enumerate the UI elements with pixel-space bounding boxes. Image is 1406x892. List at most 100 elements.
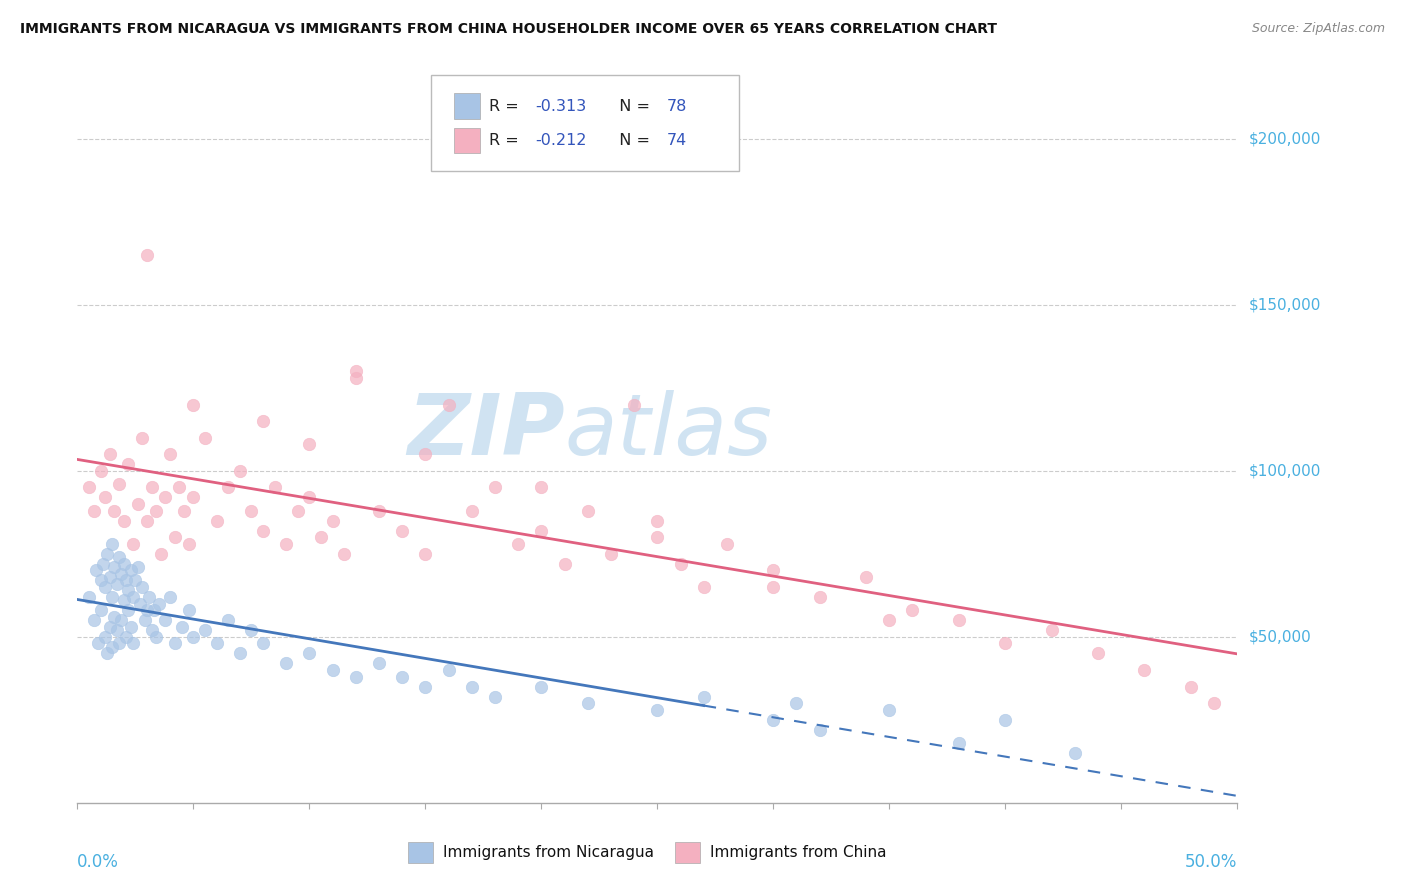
Point [83,613,105,627]
Point [437,397,460,411]
Point [194,624,217,638]
Point [90,603,111,617]
Point [98,570,121,584]
Point [83,504,105,518]
Point [90,574,111,588]
Point [530,481,553,495]
Point [762,713,785,727]
Point [530,524,553,538]
Point [716,537,738,551]
Point [647,530,669,544]
Point [177,537,200,551]
Point [94,580,117,594]
Point [228,464,252,478]
Point [240,624,263,638]
Point [309,530,332,544]
Point [344,364,367,378]
Point [808,723,831,737]
Point [145,630,167,644]
Text: Immigrants from China: Immigrants from China [710,846,886,860]
Point [94,630,117,644]
Point [149,547,172,561]
Point [117,603,139,617]
Point [103,610,125,624]
Point [194,431,217,445]
Point [762,580,785,594]
Point [576,504,599,518]
Point [762,564,785,578]
Point [155,613,177,627]
Point [110,613,132,627]
Point [368,504,391,518]
Point [298,437,321,451]
Point [484,481,506,495]
Point [108,636,131,650]
Point [994,713,1017,727]
Point [120,564,142,578]
Text: 74: 74 [666,133,688,148]
Text: 78: 78 [666,99,688,114]
Point [413,547,436,561]
Point [669,557,692,571]
Point [484,690,506,704]
Text: $100,000: $100,000 [1249,463,1320,478]
Point [368,657,391,671]
Text: Source: ZipAtlas.com: Source: ZipAtlas.com [1251,22,1385,36]
Point [108,550,131,565]
Point [155,491,177,505]
Point [129,597,152,611]
Point [1063,746,1085,760]
Text: $50,000: $50,000 [1249,630,1312,644]
Point [141,624,163,638]
Point [173,504,195,518]
Bar [408,842,433,863]
Point [413,447,436,461]
Point [252,524,274,538]
Point [183,630,205,644]
Text: ZIP: ZIP [406,390,565,474]
Text: R =: R = [489,133,524,148]
Point [115,630,138,644]
Point [108,477,131,491]
Point [145,504,167,518]
Point [183,397,205,411]
Point [217,613,239,627]
Point [333,547,356,561]
Point [554,557,576,571]
Bar [454,128,479,153]
Point [103,560,125,574]
Point [948,613,970,627]
Point [163,636,186,650]
Point [134,613,156,627]
Text: N =: N = [609,133,655,148]
Point [647,703,669,717]
Point [90,464,111,478]
Point [122,636,145,650]
Point [252,636,274,650]
Point [159,447,181,461]
Point [623,397,645,411]
Point [138,590,160,604]
Point [647,514,669,528]
Point [855,570,877,584]
Text: -0.212: -0.212 [536,133,588,148]
Point [217,481,239,495]
Point [274,657,298,671]
Point [321,514,344,528]
Point [131,580,153,594]
Point [506,537,529,551]
Point [183,491,205,505]
Point [994,636,1017,650]
Point [96,547,118,561]
Text: R =: R = [489,99,524,114]
Point [263,481,285,495]
Point [877,613,901,627]
Point [142,603,165,617]
Point [159,590,181,604]
Point [77,481,100,495]
Point [344,371,367,385]
Point [135,603,157,617]
Point [170,620,193,634]
Point [785,696,807,710]
Point [693,690,716,704]
